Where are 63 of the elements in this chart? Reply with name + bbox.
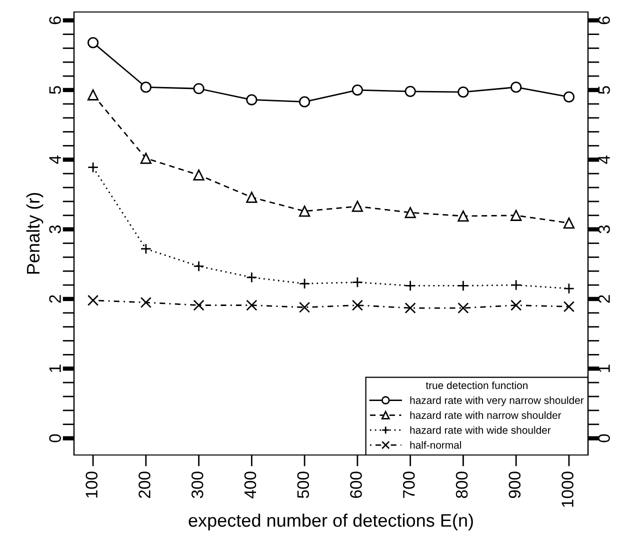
point	[352, 300, 363, 311]
point	[404, 280, 416, 292]
point	[299, 96, 310, 108]
x-tick-label: 200	[138, 472, 150, 498]
x-tick-label: 800	[456, 472, 468, 498]
point	[404, 207, 416, 218]
y-tick-label: 4	[49, 156, 61, 164]
y2-tick-label: 1	[598, 364, 610, 372]
y-tick-label: 3	[49, 225, 61, 234]
legend-label: hazard rate with wide shoulder	[410, 426, 551, 434]
legend-label: half-normal	[410, 441, 461, 449]
y-tick-label: 6	[49, 16, 61, 24]
point	[352, 84, 363, 96]
point	[246, 192, 258, 203]
point	[352, 200, 363, 212]
y2-tick-label: 4	[598, 156, 610, 164]
point	[193, 300, 204, 311]
y-axis-title: Penalty (r)	[26, 192, 44, 274]
point	[246, 300, 258, 311]
x-tick-label: 500	[297, 472, 310, 498]
point	[404, 302, 416, 314]
y-tick-label: 2	[49, 295, 61, 303]
point	[458, 86, 469, 98]
point	[563, 282, 575, 294]
y-tick-label: 5	[49, 86, 61, 94]
x-tick-label: 1000	[562, 472, 574, 507]
x-tick-label: 300	[191, 472, 204, 498]
point	[563, 301, 575, 312]
point	[140, 296, 152, 308]
point	[510, 82, 522, 93]
legend-label: hazard rate with narrow shoulder	[410, 411, 562, 419]
x-tick-label: 100	[86, 472, 98, 498]
point	[140, 82, 152, 93]
point	[87, 162, 99, 173]
point	[140, 243, 152, 254]
point	[87, 89, 99, 100]
x-tick-label: 700	[402, 472, 415, 498]
point	[299, 302, 310, 313]
point	[140, 152, 152, 164]
x-tick-label: 400	[244, 472, 256, 498]
point	[246, 94, 258, 106]
point	[193, 83, 204, 94]
point	[458, 302, 469, 314]
point	[246, 272, 258, 283]
point	[563, 217, 575, 229]
point	[510, 300, 522, 311]
y-tick-label: 0	[49, 434, 61, 442]
x-axis-title: expected number of detections E(n)	[188, 514, 473, 530]
point	[458, 210, 469, 222]
point	[352, 276, 363, 288]
point	[193, 169, 204, 181]
point	[87, 37, 99, 48]
point	[404, 86, 416, 97]
legend-label: hazard rate with very narrow shoulder	[410, 396, 584, 406]
x-tick-label: 900	[508, 472, 521, 498]
point	[563, 91, 575, 103]
legend-title: true detection function	[426, 381, 528, 390]
point	[87, 294, 99, 306]
point	[510, 279, 522, 291]
point	[510, 210, 522, 221]
x-tick-label: 600	[350, 472, 362, 498]
point	[299, 206, 310, 217]
y-tick-label: 1	[49, 364, 61, 372]
